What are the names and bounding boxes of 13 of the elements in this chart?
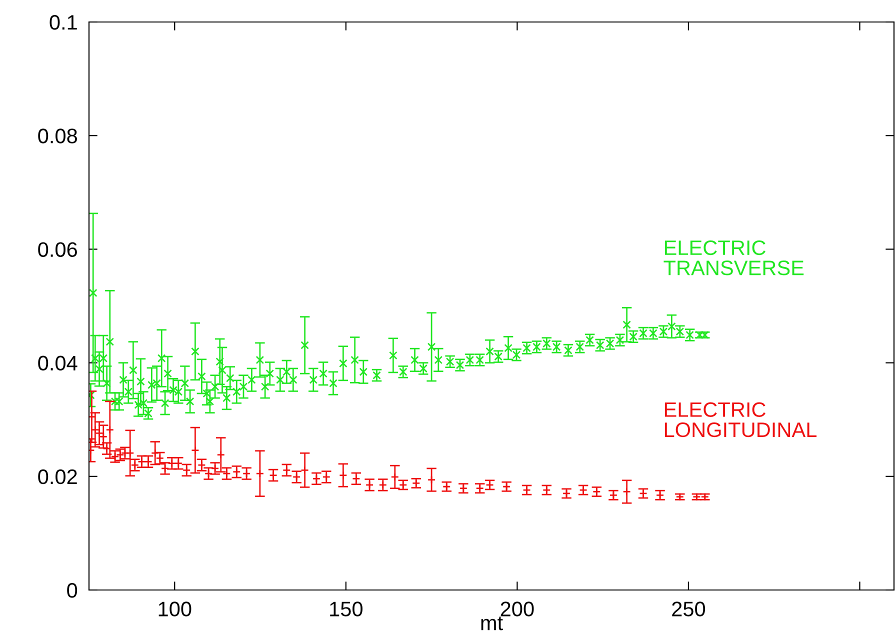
x-tick-label: 200	[500, 602, 534, 616]
text: ELECTRIC LONGITUDINAL	[664, 402, 817, 438]
y-tick-label: 0	[67, 583, 78, 598]
y-tick-label: 0.08	[38, 128, 77, 144]
y-tick-label: 0.04	[38, 356, 78, 371]
x-tick-label: 250	[672, 602, 706, 616]
x-tick-label: 100	[158, 602, 192, 616]
x-tick-label: 150	[330, 602, 362, 616]
y-tick-label: 0.02	[38, 469, 77, 484]
y-tick-label: 0.1	[50, 15, 77, 30]
y-tick-label: 0.06	[38, 242, 77, 257]
x-axis-title: mt	[481, 616, 503, 630]
text: ELECTRIC TRANSVERSE	[664, 240, 804, 276]
